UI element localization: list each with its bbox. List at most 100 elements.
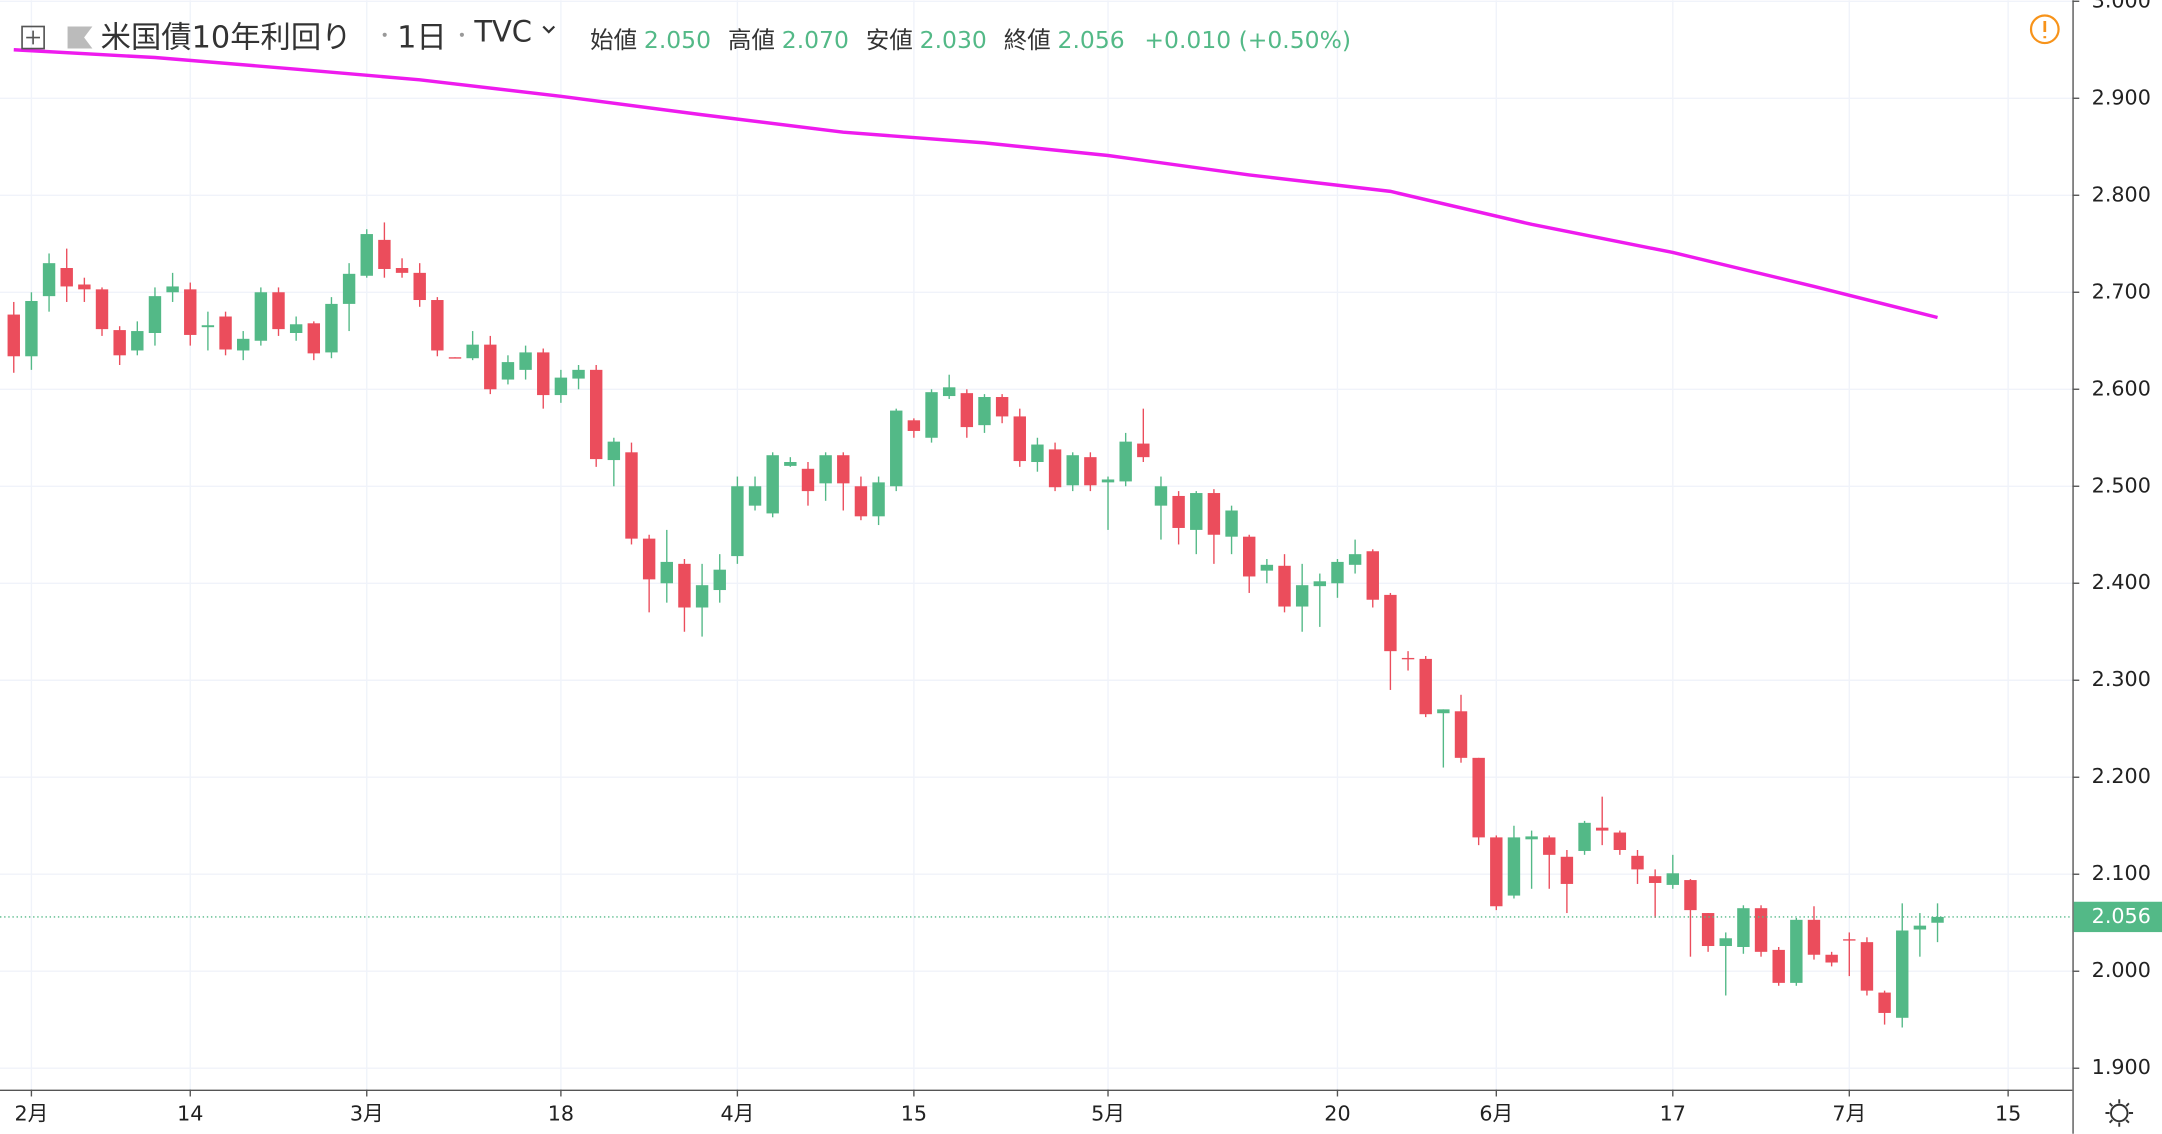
warning-icon[interactable] [2029,14,2060,45]
candle-body [219,316,232,350]
candle-body [1807,919,1821,955]
candle-body [1860,942,1874,991]
candle-body [819,455,832,484]
x-tick-label: 2月 [15,1101,49,1125]
candle-body [1384,594,1397,652]
y-tick-label: 2.600 [2092,376,2151,400]
y-tick-label: 1.900 [2092,1055,2151,1079]
candle-body [1772,949,1785,983]
moving-average [13,48,1938,320]
x-tick-label: 4月 [720,1101,754,1125]
candle-body [1190,493,1203,530]
x-tick-label: 6月 [1479,1101,1513,1125]
candle-body [801,468,815,492]
candle-body [942,387,956,397]
flag-icon[interactable] [67,26,93,49]
candle-body [642,538,656,580]
chevron[interactable] [542,25,556,34]
ohlc-value: 2.056 [1058,26,1125,54]
header: 米国債10年利回り 1日 TVC 始値 2.050 高値 2.070 安値 2.… [21,14,2060,55]
candle-body [484,344,497,390]
plot-area [0,48,2073,1028]
candle-body [1613,832,1627,850]
candle-body [1525,836,1538,840]
symbol[interactable]: 米国債10年利回り [101,20,352,55]
y-tick-label: 2.100 [2092,861,2151,885]
candle-body [378,239,391,269]
candle-body [1543,837,1556,855]
add-icon[interactable] [21,25,45,50]
ohlc-value: 2.070 [782,26,849,54]
add-icon-plus [26,30,40,45]
candle-body [148,296,162,334]
last-price-box [2073,901,2162,933]
candle-body [95,289,109,330]
candle-body [1366,551,1379,600]
candle-body [289,324,303,334]
candle-body [7,314,20,357]
candle-body [307,323,321,354]
gear [2110,1103,2129,1123]
candle-body [448,357,462,359]
y-tick-label: 2.900 [2092,85,2151,109]
candle-body [519,352,532,370]
candle-body [1101,479,1115,483]
candle-body [890,410,903,487]
separator [459,32,464,37]
candle-body [1754,908,1768,952]
candle-body [854,486,868,517]
candle-body [1578,822,1591,851]
separator [382,32,387,37]
ohlc-name: 高値 [728,26,775,54]
candle-body [325,303,338,353]
candle-body [1472,757,1485,838]
y-tick-label: 2.000 [2092,958,2151,982]
ohlc-value: 2.030 [920,26,987,54]
candle-body [1260,564,1274,571]
candle-body [1737,908,1750,947]
candle-body [1137,443,1150,458]
candle-body [1419,658,1432,715]
candle-body [1490,837,1503,907]
candle-body [254,292,268,341]
candle-body [554,377,568,396]
candle-body [1648,876,1662,883]
candle-body [1896,930,1909,1018]
x-tick-label: 20 [1324,1101,1350,1125]
candle-body [1454,711,1468,758]
x-tick-label: 14 [177,1101,203,1125]
candle-body [1278,565,1291,607]
ohlc-name: 終値 [1004,26,1051,54]
candle-body [1031,444,1044,463]
y-tick-label: 2.400 [2092,570,2151,594]
candle-body [25,300,38,357]
ohlc-value: 2.050 [644,26,711,54]
candle-body [1560,856,1574,884]
candle-body [872,482,885,517]
candle-body [272,292,285,330]
candle-body [1843,939,1856,941]
candle-body [413,272,426,301]
candle-body [907,420,921,431]
last-price-label: 2.056 [2092,904,2151,928]
candle-body [1331,561,1344,584]
candle-body [42,263,56,297]
candle-body [1631,855,1644,870]
y-tick-label: 2.500 [2092,473,2151,497]
candle-body [589,369,603,460]
interval[interactable]: 1日 [397,20,447,55]
candle-body [1048,449,1062,488]
candle-body [342,273,356,304]
x-tick-label: 15 [1995,1101,2021,1125]
candle-body [1825,954,1838,963]
y-tick-label: 2.800 [2092,182,2151,206]
source[interactable]: TVC [473,14,532,48]
candle-body [607,441,621,461]
candle-body [695,585,709,608]
time-axis-bg [0,1089,2162,1134]
candle-body [1084,457,1097,486]
axes: 1.900 2.000 2.100 2.200 2.300 2.400 2.500 2.600… [15,0,2162,1125]
candle-body [1401,657,1415,660]
